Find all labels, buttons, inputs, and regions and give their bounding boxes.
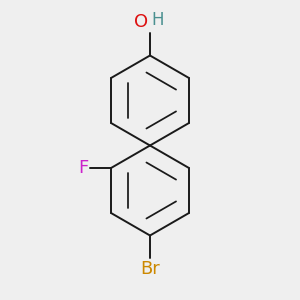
Text: Br: Br [140, 260, 160, 278]
Text: F: F [78, 159, 88, 177]
Text: H: H [152, 11, 164, 29]
Text: O: O [134, 13, 148, 31]
